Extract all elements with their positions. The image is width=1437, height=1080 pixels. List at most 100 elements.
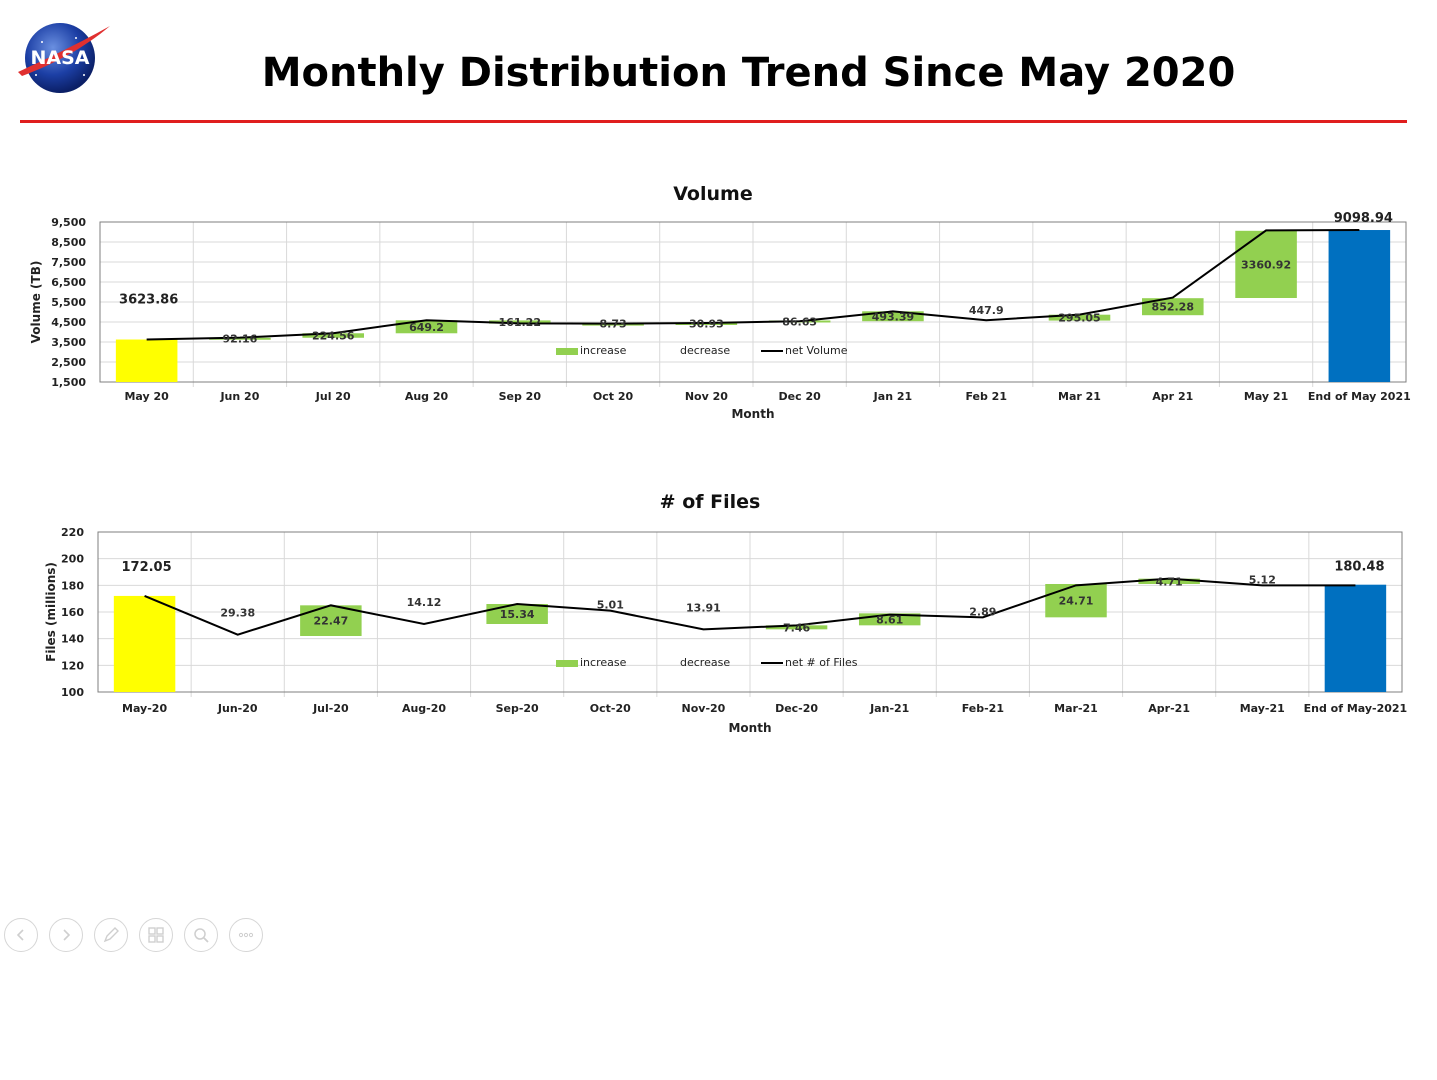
increase-bar [1235, 230, 1297, 298]
y-tick-label: 4,500 [51, 316, 86, 329]
plot-area [97, 531, 1403, 693]
increase-bar [765, 625, 828, 630]
y-tick-label: 9,500 [51, 216, 86, 229]
y-tick-label: 220 [61, 526, 84, 539]
increase-bar [209, 337, 271, 340]
data-label: 224.56 [312, 330, 355, 343]
data-label: 8.73 [600, 318, 627, 331]
arrow-left-icon [16, 929, 24, 941]
y-tick-label: 2,500 [51, 356, 86, 369]
data-label: 493.39 [872, 310, 914, 323]
y-tick-label: 7,500 [51, 256, 86, 269]
data-label: 5.12 [1249, 573, 1276, 586]
data-label: 8.61 [876, 613, 903, 626]
increase-bar [582, 323, 644, 326]
data-label: 161.22 [499, 316, 541, 329]
previous-slide-button[interactable] [4, 918, 38, 952]
slides-grid-icon [148, 927, 164, 943]
y-tick-label: 160 [61, 606, 84, 619]
legend-label: net # of Files [785, 656, 858, 669]
data-label: 2.89 [969, 605, 996, 618]
start-bar [115, 339, 178, 382]
x-tick-label: Mar-21 [1054, 702, 1098, 715]
arrow-right-icon [63, 929, 71, 941]
x-tick-label: Sep-20 [496, 702, 539, 715]
page-title: Monthly Distribution Trend Since May 202… [261, 50, 1236, 96]
start-value-label: 3623.86 [119, 293, 178, 308]
y-tick-label: 5,500 [51, 296, 86, 309]
y-axis-label: Volume (TB) [29, 261, 43, 344]
legend-label: decrease [680, 656, 730, 669]
x-tick-label: Feb-21 [962, 702, 1004, 715]
end-bar [1328, 230, 1391, 382]
increase-bar [395, 320, 458, 334]
data-label: 5.01 [597, 599, 624, 612]
data-label: 447.9 [969, 304, 1004, 317]
y-tick-label: 200 [61, 553, 84, 566]
x-tick-label: May 21 [1244, 390, 1288, 403]
y-tick-label: 3,500 [51, 336, 86, 349]
net-line [146, 229, 1360, 341]
x-tick-label: Dec-20 [775, 702, 818, 715]
x-axis-label: Month [731, 407, 774, 421]
chart-title: Volume [673, 183, 752, 205]
data-label: 7.46 [783, 621, 810, 634]
y-tick-label: 180 [61, 579, 84, 592]
increase-bar [302, 333, 364, 338]
nasa-logo-text: NASA [31, 47, 90, 69]
x-tick-label: Aug-20 [402, 702, 446, 715]
slideshow-nav [4, 918, 263, 952]
x-tick-label: May-20 [122, 702, 167, 715]
title-divider [20, 120, 1407, 123]
y-tick-label: 120 [61, 659, 84, 672]
start-value-label: 172.05 [121, 560, 171, 575]
x-tick-label: End of May 2021 [1308, 390, 1411, 403]
x-tick-label: Oct 20 [593, 390, 634, 403]
x-tick-label: Jul 20 [315, 390, 351, 403]
y-tick-label: 140 [61, 633, 84, 646]
net-line [144, 577, 1356, 636]
x-axis-label: Month [728, 721, 771, 735]
more-options-button[interactable] [229, 918, 263, 952]
x-tick-label: End of May-2021 [1304, 702, 1408, 715]
start-bar [113, 595, 176, 692]
data-label: 86.63 [782, 315, 817, 328]
data-label: 30.93 [689, 317, 724, 330]
increase-bar [1142, 298, 1204, 316]
data-label: 29.38 [220, 607, 255, 620]
legend-label: increase [580, 344, 627, 357]
pen-tool-button[interactable] [94, 918, 128, 952]
data-label: 649.2 [409, 321, 444, 334]
plot-area [99, 221, 1407, 383]
x-tick-label: Mar 21 [1058, 390, 1101, 403]
increase-bar [862, 311, 924, 322]
data-label: 15.34 [500, 608, 535, 621]
x-tick-label: May-21 [1240, 702, 1285, 715]
y-axis-label: Files (millions) [44, 562, 58, 662]
legend-swatch-increase [556, 348, 578, 355]
data-label: 14.12 [407, 596, 442, 609]
magnifier-icon [194, 928, 209, 943]
end-bar [1324, 584, 1387, 692]
next-slide-button[interactable] [49, 918, 83, 952]
data-label: 4.71 [1156, 575, 1183, 588]
x-tick-label: Nov 20 [685, 390, 728, 403]
ellipsis-icon [238, 932, 254, 938]
y-tick-label: 8,500 [51, 236, 86, 249]
chart-title: # of Files [660, 491, 761, 513]
data-label: 852.28 [1152, 301, 1194, 314]
increase-bar [489, 320, 551, 324]
legend-label: decrease [680, 344, 730, 357]
x-tick-label: Dec 20 [779, 390, 822, 403]
x-tick-label: Sep 20 [499, 390, 542, 403]
pen-icon [103, 927, 119, 943]
x-tick-label: Apr-21 [1148, 702, 1190, 715]
increase-bar [1045, 584, 1107, 618]
data-label: 92.16 [223, 333, 258, 346]
data-label: 22.47 [313, 615, 348, 628]
zoom-button[interactable] [184, 918, 218, 952]
x-tick-label: Jun-20 [217, 702, 258, 715]
end-value-label: 9098.94 [1334, 211, 1393, 226]
x-tick-label: Apr 21 [1152, 390, 1193, 403]
see-all-slides-button[interactable] [139, 918, 173, 952]
